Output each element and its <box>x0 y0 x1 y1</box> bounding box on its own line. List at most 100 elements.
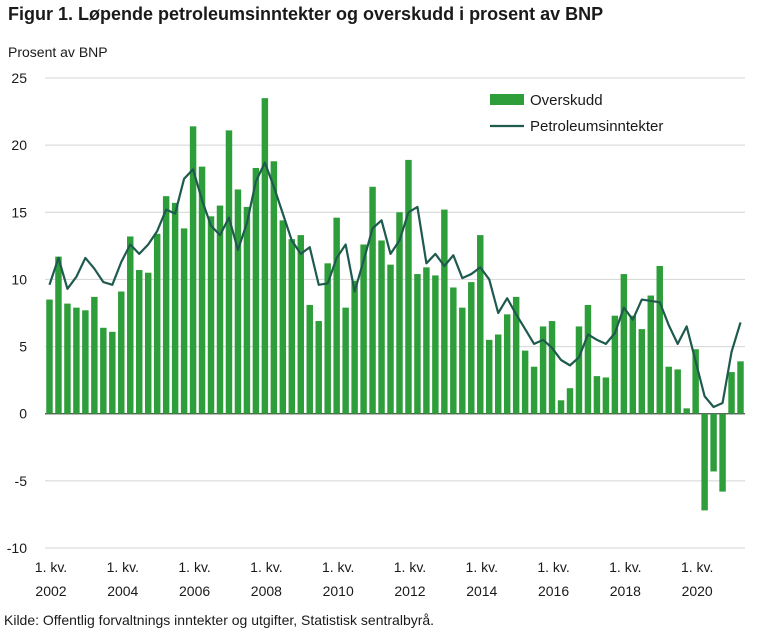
bar <box>584 304 592 414</box>
bar <box>342 307 349 414</box>
bar <box>423 267 430 414</box>
bar <box>207 216 215 414</box>
bar <box>441 209 448 414</box>
bar <box>73 307 80 414</box>
x-tick-labels: 1. kv. 2002 1. kv. 2004 1. kv. 2006 1. kv. 2008… <box>35 559 714 599</box>
bar <box>216 205 224 414</box>
bar <box>189 126 197 414</box>
source-note: Kilde: Offentlig forvaltnings inntekter … <box>4 612 435 628</box>
bar <box>171 202 179 414</box>
bar <box>728 372 735 414</box>
bar <box>414 274 421 414</box>
legend-swatch-bar <box>490 94 524 105</box>
bar <box>64 303 71 414</box>
bar <box>225 130 233 414</box>
x-tick-label: 1. kv. <box>537 559 569 575</box>
bar <box>557 400 565 414</box>
bar <box>656 266 663 414</box>
bar <box>46 299 53 414</box>
bar <box>737 361 744 414</box>
bar <box>369 186 376 414</box>
bar <box>162 196 170 414</box>
bar <box>683 408 690 414</box>
bar <box>333 217 340 414</box>
x-tick-label: 2014 <box>466 583 497 599</box>
bar <box>91 296 98 414</box>
bar <box>503 314 511 414</box>
legend: Overskudd Petroleumsinntekter <box>490 92 663 135</box>
x-tick-label: 2002 <box>35 583 66 599</box>
bar <box>512 296 520 414</box>
x-tick-label: 1. kv. <box>322 559 354 575</box>
bar <box>144 272 152 414</box>
bar <box>351 280 358 414</box>
y-tick-label: 5 <box>19 339 27 355</box>
x-tick-label: 2018 <box>610 583 641 599</box>
x-tick-label: 1. kv. <box>178 559 210 575</box>
bar <box>100 327 107 414</box>
bar <box>494 334 502 414</box>
x-tick-label: 1. kv. <box>681 559 713 575</box>
bar <box>270 161 278 414</box>
bar <box>602 377 610 414</box>
bar <box>468 282 475 414</box>
bar <box>620 274 628 414</box>
y-tick-label: 20 <box>11 137 27 153</box>
bar <box>360 244 367 414</box>
bar <box>432 275 439 414</box>
bar <box>674 369 681 414</box>
bar <box>701 413 708 511</box>
bar <box>279 220 287 414</box>
legend-label: Overskudd <box>530 92 603 109</box>
x-tick-label: 2006 <box>179 583 210 599</box>
bar <box>477 235 484 414</box>
bar <box>629 315 637 414</box>
legend-label: Petroleumsinntekter <box>530 118 663 135</box>
bar <box>315 321 322 414</box>
bar <box>306 304 313 414</box>
bar <box>575 326 583 414</box>
bar <box>539 326 547 414</box>
x-tick-label: 2012 <box>394 583 425 599</box>
bar <box>180 228 188 414</box>
line-series <box>48 161 742 409</box>
bar <box>521 350 529 414</box>
bar <box>387 264 394 414</box>
series-line <box>48 161 742 409</box>
bar <box>459 307 466 414</box>
bar <box>530 366 538 414</box>
x-tick-label: 2016 <box>538 583 569 599</box>
bar <box>405 159 412 414</box>
bar <box>55 256 62 414</box>
bar <box>710 413 717 472</box>
bar <box>252 167 260 414</box>
bar <box>234 189 242 414</box>
y-tick-label: 15 <box>11 204 27 220</box>
bar-series <box>46 98 744 511</box>
bar <box>127 236 134 414</box>
bar <box>118 291 125 414</box>
x-tick-label: 1. kv. <box>250 559 282 575</box>
y-tick-labels: -10 -5 0 5 10 15 20 25 <box>7 70 27 556</box>
bar <box>378 240 385 414</box>
y-tick-label: -10 <box>7 540 27 556</box>
bar <box>611 315 619 414</box>
x-tick-label: 1. kv. <box>35 559 67 575</box>
bar <box>647 295 654 414</box>
y-tick-label: 25 <box>11 70 27 86</box>
bar <box>297 235 304 414</box>
y-tick-label: -5 <box>15 473 28 489</box>
bar <box>486 339 493 414</box>
bar <box>288 239 296 414</box>
y-tick-label: 10 <box>11 271 27 287</box>
bar <box>109 331 116 414</box>
bar <box>665 366 672 414</box>
bar <box>593 376 601 414</box>
chart-title: Figur 1. Løpende petroleumsinntekter og … <box>8 4 604 24</box>
x-tick-label: 1. kv. <box>394 559 426 575</box>
bar <box>243 206 251 414</box>
bar <box>692 349 699 414</box>
bar <box>450 287 457 414</box>
y-axis-label: Prosent av BNP <box>8 44 108 60</box>
